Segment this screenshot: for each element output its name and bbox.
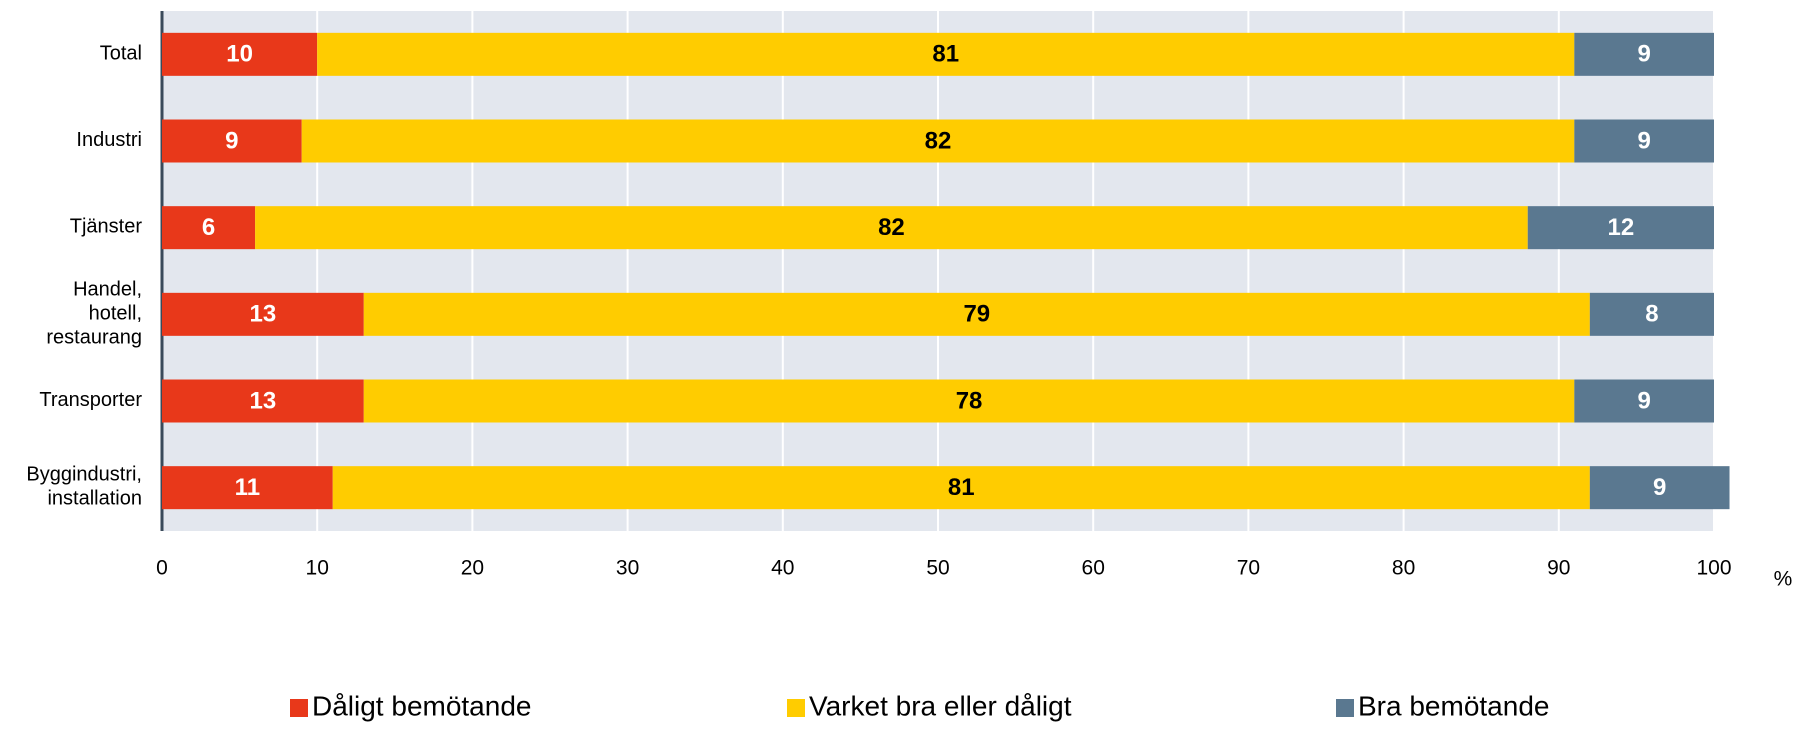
category-line: Byggindustri,	[26, 464, 142, 486]
bar-segment	[162, 32, 318, 76]
bar-segment	[1574, 379, 1714, 423]
bar-segment	[1574, 32, 1714, 76]
data-label: 11	[235, 474, 260, 501]
legend-swatch	[1336, 699, 1354, 717]
category-label: Industri	[76, 129, 142, 151]
category-line: restaurang	[46, 327, 142, 349]
data-label: 79	[963, 301, 990, 328]
x-tick-label: 50	[926, 557, 949, 580]
bar-segment	[1589, 292, 1714, 336]
category-line: Handel,	[73, 279, 142, 301]
data-label: 13	[250, 387, 277, 414]
bar-segment	[1574, 119, 1714, 163]
bar-segment	[332, 466, 1590, 510]
data-label: 10	[226, 41, 253, 68]
category-label: Total	[100, 43, 142, 65]
category-line: Transporter	[39, 389, 142, 411]
bar-segment	[317, 32, 1575, 76]
legend-swatch	[787, 699, 805, 717]
bar-segment	[301, 119, 1575, 163]
category-line: hotell,	[89, 303, 142, 325]
bar-segment	[363, 292, 1590, 336]
x-tick-label: 100	[1696, 557, 1731, 580]
category-label: Transporter	[39, 389, 142, 411]
data-label: 8	[1645, 301, 1658, 328]
data-label: 81	[948, 474, 975, 501]
data-label: 9	[1637, 127, 1650, 154]
bar-segment	[162, 379, 364, 423]
bar-segment	[162, 206, 256, 250]
data-label: 9	[1653, 474, 1666, 501]
category-line: installation	[47, 488, 142, 510]
data-label: 9	[1637, 41, 1650, 68]
x-tick-label: 20	[461, 557, 484, 580]
data-label: 9	[225, 127, 238, 154]
bar-segment	[1527, 206, 1714, 250]
x-tick-label: 10	[306, 557, 329, 580]
x-tick-label: 60	[1082, 557, 1105, 580]
legend-label: Dåligt bemötande	[312, 690, 531, 721]
category-line: Industri	[76, 129, 142, 151]
data-label: 9	[1637, 387, 1650, 414]
data-label: 82	[925, 127, 952, 154]
x-tick-label: 70	[1237, 557, 1260, 580]
data-label: 13	[250, 301, 277, 328]
category-label: Tjänster	[70, 216, 143, 238]
data-label: 78	[956, 387, 983, 414]
category-line: Tjänster	[70, 216, 143, 238]
bar-segment	[162, 466, 333, 510]
category-label: Handel, hotell, restaurang	[46, 279, 142, 349]
bar-segment	[255, 206, 1528, 250]
data-label: 81	[932, 41, 959, 68]
x-tick-label: 0	[156, 557, 168, 580]
bar-segment	[1589, 466, 1730, 510]
unit-label: %	[1774, 568, 1793, 591]
bar-segment	[363, 379, 1575, 423]
x-tick-label: 90	[1547, 557, 1570, 580]
x-tick-label: 30	[616, 557, 639, 580]
legend-swatch	[290, 699, 308, 717]
data-label: 12	[1608, 214, 1635, 241]
bar-segment	[162, 119, 302, 163]
category-label: Byggindustri, installation	[26, 464, 142, 510]
bar-segment	[162, 292, 364, 336]
x-tick-label: 40	[771, 557, 794, 580]
data-label: 82	[878, 214, 905, 241]
category-line: Total	[100, 43, 142, 65]
x-tick-label: 80	[1392, 557, 1415, 580]
data-label: 6	[202, 214, 215, 241]
legend-label: Varket bra eller dåligt	[809, 690, 1072, 721]
legend-label: Bra bemötande	[1358, 690, 1549, 721]
